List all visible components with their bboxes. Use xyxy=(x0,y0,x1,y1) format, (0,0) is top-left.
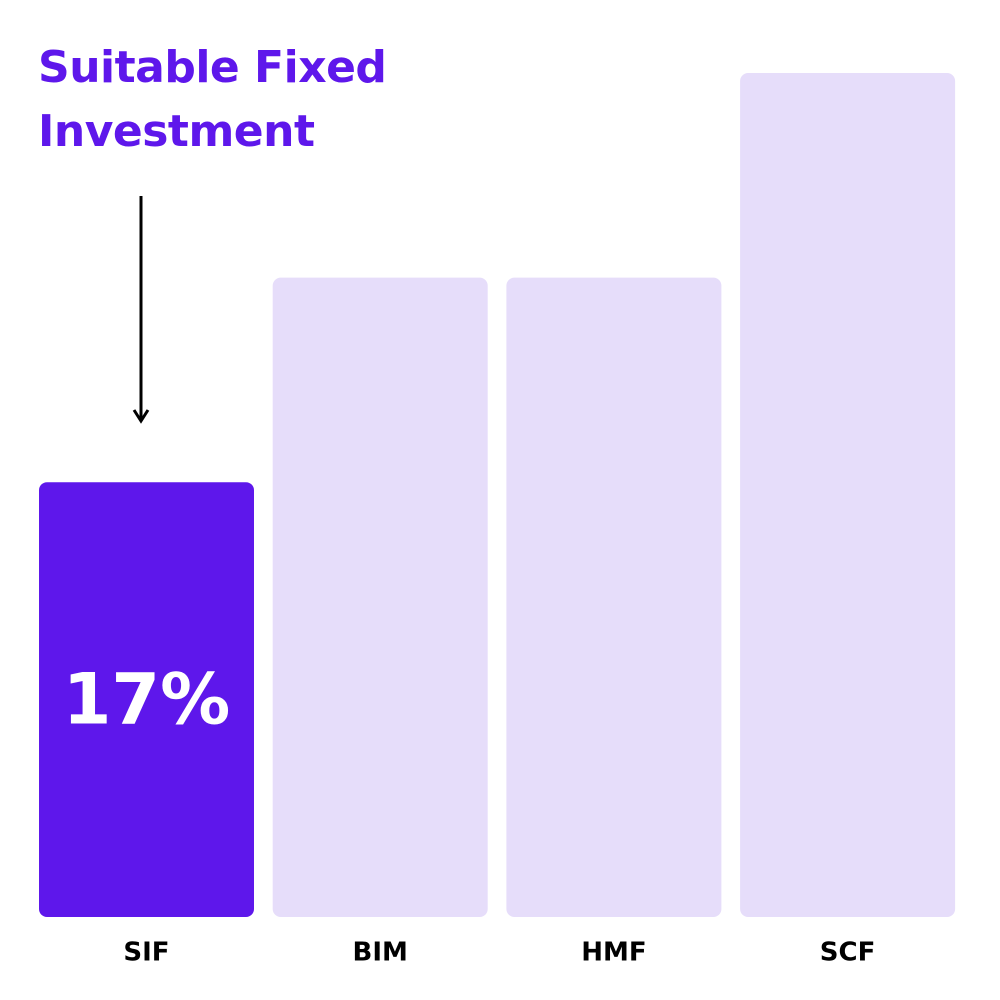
x-tick-label: BIM xyxy=(353,938,408,968)
bar xyxy=(740,73,956,917)
value-label: 17% xyxy=(63,659,231,741)
bar xyxy=(39,482,254,917)
x-tick-label: SIF xyxy=(123,938,169,968)
arrow-head xyxy=(132,409,150,424)
x-tick-label: SCF xyxy=(820,938,876,968)
bar xyxy=(506,277,722,917)
chart-title: Suitable Fixed Investment xyxy=(38,42,387,157)
bar xyxy=(272,277,488,917)
x-tick-label: HMF xyxy=(581,938,646,968)
